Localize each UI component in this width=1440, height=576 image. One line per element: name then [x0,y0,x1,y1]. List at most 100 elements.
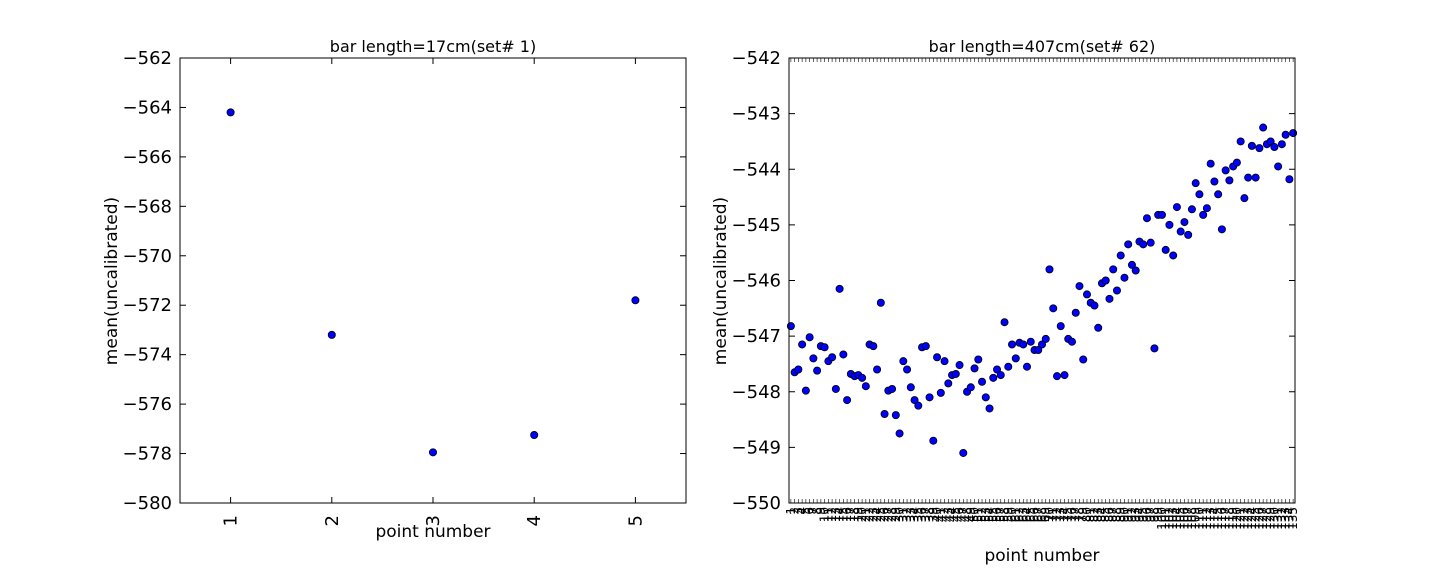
chart-right-xtick-label: 121 [1234,507,1248,530]
chart-right-xtick-label: 21 [859,507,873,522]
chart-right-xtick-label: 65 [1024,507,1038,522]
chart-right-xtick-label: 30 [893,507,907,522]
chart-right-xtick-label: 104 [1170,507,1184,530]
chart-right-data-point [809,354,818,363]
chart-right-points [786,123,1298,457]
chart-right-xtick-label: 105 [1174,507,1188,530]
chart-right-data-point [985,404,994,413]
chart-right-xtick-label: 96 [1140,507,1154,522]
chart-right-data-point [1131,266,1140,275]
chart-right-data-point [1049,304,1058,313]
chart-right-ticks: −550−549−548−547−546−545−544−543−5421234… [732,48,1301,530]
chart-right-xtick-label: 6 [803,507,817,515]
chart-right-xtick-label: 76 [1065,507,1079,522]
chart-left-data-point [530,431,539,440]
chart-right-xtick-label: 15 [836,507,850,522]
chart-right-data-point [1011,354,1020,363]
chart-right-xtick-label: 62 [1013,507,1027,522]
chart-right-xtick-label: 82 [1087,507,1101,522]
chart-right-data-point [786,322,795,331]
chart-right-xtick-label: 90 [1117,507,1131,522]
chart-right-xtick-label: 109 [1189,507,1203,530]
chart-right-data-point [801,386,810,395]
chart-left-ytick-label: −580 [123,493,172,514]
chart-right-data-point [1191,179,1200,188]
chart-right-data-point [1052,372,1061,381]
chart-right-xtick-label: 31 [896,507,910,522]
chart-right-ytick-label: −545 [732,215,781,236]
chart-right-xtick-label: 113 [1204,507,1218,530]
chart-right-xtick-label: 25 [874,507,888,522]
chart-right-ytick-label: −549 [732,437,781,458]
chart-right-xtick-label: 18 [848,507,862,522]
chart-right-xtick-label: 107 [1181,507,1195,530]
chart-right-xtick-label: 66 [1028,507,1042,522]
chart-right-ytick-label: −550 [732,493,781,514]
chart-right-data-point [1060,371,1069,380]
chart-right-data-point [1184,230,1193,239]
chart-right-xtick-label: 5 [799,507,813,515]
chart-right-data-point [858,373,867,382]
chart-right-data-point [1214,190,1223,199]
chart-right-data-point [1112,286,1121,295]
chart-right-data-point [993,365,1002,374]
chart-right-data-point [813,366,822,375]
chart-right-xtick-label: 79 [1076,507,1090,522]
chart-right-data-point [906,383,915,392]
chart-right-xtick-label: 100 [1155,507,1169,530]
chart-right-xtick-label: 56 [990,507,1004,522]
chart-right-data-point [1056,322,1065,331]
chart-right-xtick-label: 14 [833,507,847,522]
chart-right-data-point [1120,273,1129,282]
chart-right-xtick-label: 89 [1114,507,1128,522]
chart-right-xtick-label: 115 [1211,507,1225,530]
chart-right-data-point [1094,323,1103,332]
chart-right-xtick-label: 52 [975,507,989,522]
chart-right-xtick-label: 124 [1245,507,1259,530]
chart-right-data-point [1071,308,1080,317]
chart-right-data-point [831,384,840,393]
chart-right-xtick-label: 1 [784,507,798,515]
chart-right-xtick-label: 4 [795,507,809,515]
chart-right-data-point [1082,290,1091,299]
chart-right-data-point [1289,129,1298,138]
chart-right-data-point [861,382,870,391]
chart-right-xtick-label: 3 [791,507,805,515]
chart-left-ytick-label: −564 [123,97,172,118]
chart-right-ylabel: mean(uncalibrated) [711,197,731,365]
chart-right-xtick-label: 86 [1102,507,1116,522]
chart-left-data-point [226,108,235,117]
chart-right-xtick-label: 88 [1110,507,1124,522]
chart-right-xtick-label: 123 [1241,507,1255,530]
chart-right-data-point [1266,137,1275,146]
chart-right-xtick-label: 75 [1061,507,1075,522]
chart-right-data-point [921,342,930,351]
chart-right-data-point [974,355,983,364]
chart-right-xtick-label: 74 [1057,507,1071,522]
chart-right-data-point [1026,337,1035,346]
chart-right-data-point [1139,240,1148,249]
chart-left-data-point [631,296,640,305]
chart-right-data-point [981,393,990,402]
chart-right-xtick-label: 130 [1267,507,1281,530]
chart-right-data-point [940,357,949,366]
chart-right-xtick-label: 60 [1005,507,1019,522]
chart-right-data-point [1217,225,1226,234]
chart-left-ytick-label: −574 [123,345,172,366]
chart-right-xtick-label: 73 [1054,507,1068,522]
chart-right-xtick-label: 98 [1147,507,1161,522]
chart-right-data-point [794,365,803,374]
chart-right-data-point [1019,340,1028,349]
chart-right-data-point [1146,238,1155,247]
chart-right-xtick-label: 71 [1046,507,1060,522]
chart-right-xtick-label: 77 [1069,507,1083,522]
chart-right-xtick-label: 133 [1279,507,1293,530]
chart-right-xtick-label: 64 [1020,507,1034,522]
chart-right-data-point [1251,173,1260,182]
chart-left-ytick-label: −572 [123,295,172,316]
chart-right-data-point [1281,130,1290,139]
chart-right-xtick-label: 135 [1286,507,1300,530]
chart-left-ytick-label: −570 [123,246,172,267]
chart-right-data-point [839,350,848,359]
